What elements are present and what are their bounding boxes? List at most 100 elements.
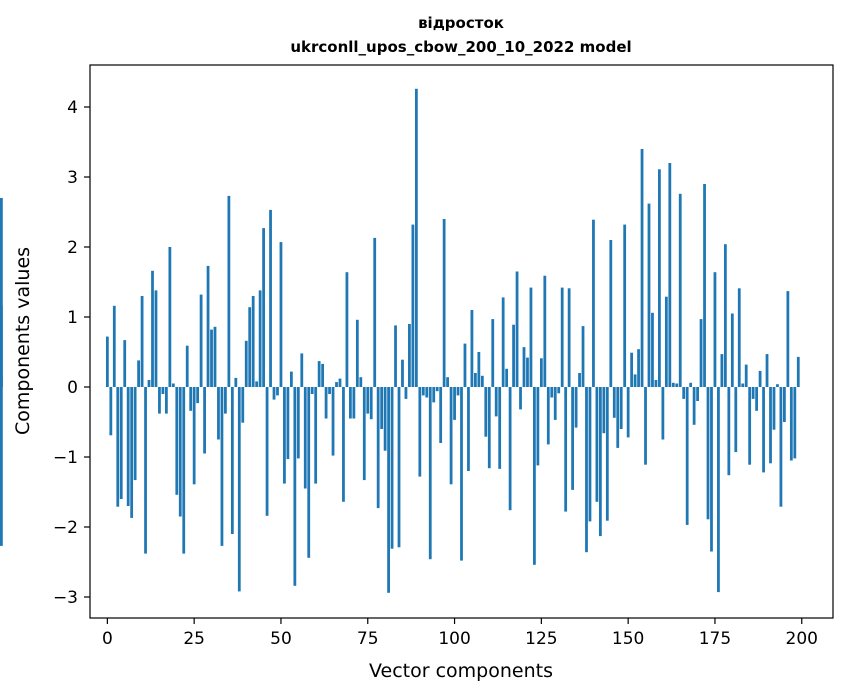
bar — [508, 387, 512, 511]
y-axis-label: Components values — [12, 247, 34, 435]
x-tick-label: 25 — [183, 629, 205, 649]
bar — [637, 349, 640, 387]
bar — [397, 387, 401, 548]
bar — [442, 219, 446, 387]
bar — [585, 387, 588, 553]
bar — [741, 383, 745, 387]
chart-title: відросток — [418, 14, 504, 32]
bar — [661, 387, 665, 440]
y-tick-label: 3 — [67, 168, 78, 188]
bar — [224, 387, 227, 414]
bar — [414, 88, 418, 388]
bar — [171, 383, 175, 387]
x-tick-label: 100 — [438, 629, 470, 649]
bar — [182, 387, 186, 554]
bar — [175, 387, 179, 495]
bar — [206, 265, 210, 387]
bar — [651, 312, 654, 387]
bar — [425, 387, 429, 398]
bar — [123, 340, 127, 387]
bar — [196, 387, 200, 404]
bar — [571, 387, 574, 490]
bar — [213, 326, 217, 387]
bar — [633, 374, 637, 387]
bar — [598, 387, 602, 537]
bar — [539, 358, 543, 387]
bar — [560, 287, 564, 387]
bar — [376, 387, 380, 509]
bar — [203, 387, 206, 454]
bar — [543, 275, 547, 387]
bar — [161, 387, 165, 394]
bar — [116, 387, 120, 507]
bar — [793, 387, 797, 459]
bar — [546, 387, 550, 445]
bar — [682, 387, 686, 399]
bar — [230, 387, 234, 534]
bar — [689, 382, 693, 387]
bar — [404, 387, 408, 399]
bar — [699, 319, 703, 387]
bar — [453, 387, 456, 420]
bar — [480, 375, 484, 387]
bar — [696, 387, 699, 401]
bar — [491, 319, 495, 387]
bar — [505, 368, 509, 387]
bar — [324, 387, 328, 419]
bar — [644, 387, 647, 465]
bar — [310, 387, 314, 394]
bar — [779, 387, 783, 507]
bar — [373, 237, 377, 387]
bar — [460, 387, 463, 561]
bar — [678, 193, 682, 387]
bar — [394, 325, 397, 387]
bar — [279, 242, 283, 387]
bar — [359, 377, 363, 387]
bar — [328, 387, 331, 394]
y-tick-label: −3 — [53, 588, 78, 608]
bar — [734, 387, 738, 453]
bar — [105, 336, 109, 387]
bar — [300, 353, 304, 387]
bar — [796, 356, 800, 387]
bar — [446, 377, 449, 387]
bar — [536, 387, 540, 466]
bar — [342, 387, 345, 502]
bar — [178, 387, 182, 517]
y-tick-label: −1 — [53, 448, 78, 468]
bar — [130, 387, 134, 518]
bar — [675, 383, 679, 387]
bar — [501, 297, 505, 387]
y-tick-label: 4 — [67, 98, 78, 118]
bar — [435, 387, 439, 392]
bar — [658, 169, 661, 387]
bar — [723, 244, 727, 387]
bar — [512, 324, 515, 387]
bar — [331, 387, 335, 456]
bar — [765, 354, 769, 387]
bar — [335, 382, 338, 387]
bar — [762, 387, 765, 473]
bar — [289, 371, 293, 387]
bar — [619, 387, 623, 429]
bar — [789, 387, 793, 461]
bar — [612, 387, 616, 418]
bar — [192, 387, 196, 485]
bar — [581, 326, 585, 387]
bar — [567, 288, 571, 387]
bar — [744, 364, 748, 387]
bar — [286, 387, 290, 460]
bar — [487, 387, 491, 469]
bar — [119, 387, 123, 499]
bar — [786, 291, 790, 387]
bar — [526, 357, 529, 387]
plot-frame — [89, 64, 834, 619]
bar — [751, 387, 755, 399]
x-tick-label: 0 — [102, 629, 113, 649]
bar — [668, 163, 672, 387]
bar — [671, 382, 675, 387]
bar — [296, 387, 300, 459]
bar — [595, 387, 599, 502]
bar — [293, 387, 297, 586]
